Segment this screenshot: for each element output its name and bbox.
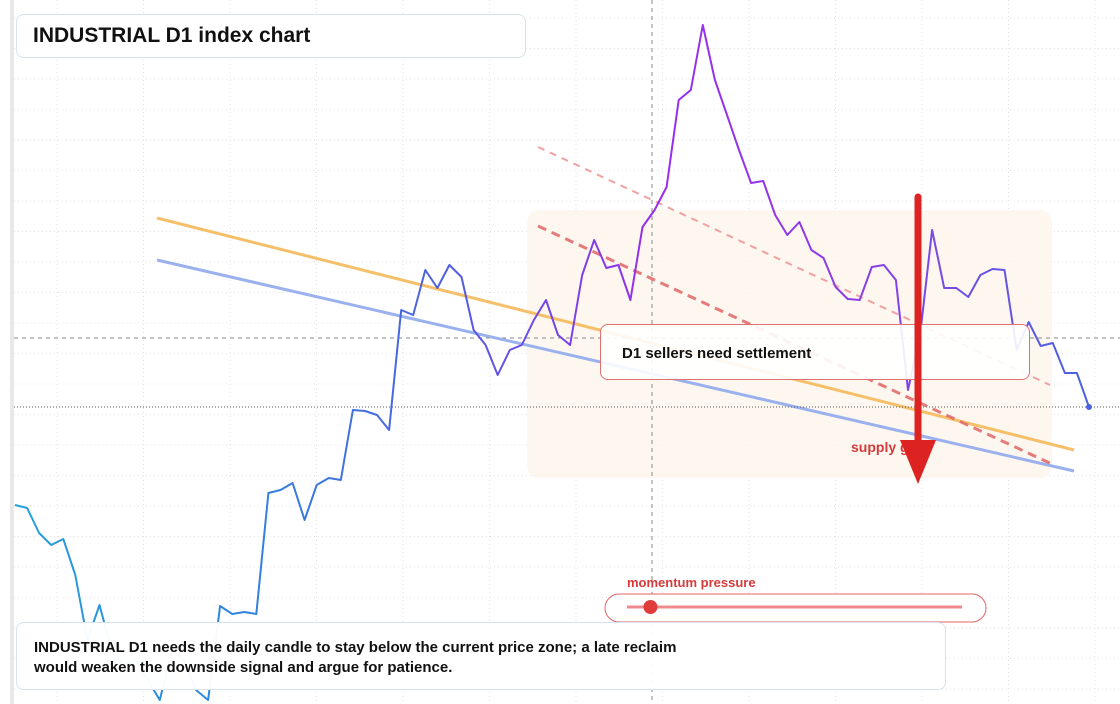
footer-box: INDUSTRIAL D1 needs the daily candle to … (16, 622, 946, 690)
left-edge (10, 0, 14, 704)
last-price-dot (1086, 404, 1092, 410)
trend-red-dash (537, 224, 1055, 467)
momentum-label: momentum pressure (627, 575, 756, 590)
chart-title: INDUSTRIAL D1 index chart (33, 24, 311, 47)
callout-text: D1 sellers need settlement (622, 345, 812, 362)
title-box: INDUSTRIAL D1 index chart (16, 14, 526, 58)
momentum-knob (643, 600, 658, 614)
callout-box: D1 sellers need settlement (600, 324, 1030, 380)
footer-text: INDUSTRIAL D1 needs the daily candle to … (34, 639, 677, 676)
zone-label: supply gate (851, 439, 929, 455)
momentum-layer (643, 600, 658, 614)
